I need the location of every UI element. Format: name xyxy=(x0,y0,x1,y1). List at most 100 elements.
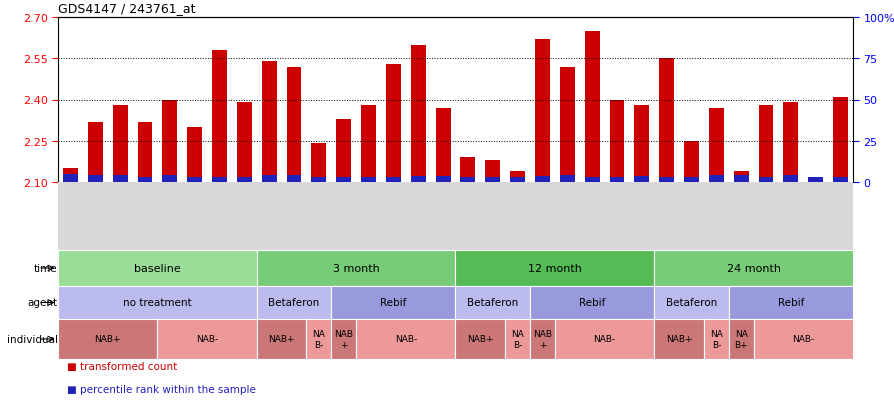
Bar xyxy=(659,59,673,183)
Text: NAB-: NAB- xyxy=(394,335,417,344)
Bar xyxy=(257,319,306,359)
Bar xyxy=(832,177,848,183)
Bar xyxy=(385,177,401,183)
Bar xyxy=(410,45,426,183)
Bar xyxy=(212,51,227,183)
Bar xyxy=(261,62,276,183)
Text: NAB-: NAB- xyxy=(791,335,814,344)
Bar xyxy=(510,177,525,183)
Bar xyxy=(584,32,599,183)
Bar xyxy=(654,319,704,359)
Bar xyxy=(460,158,475,183)
Bar xyxy=(683,141,698,183)
Text: NAB+: NAB+ xyxy=(268,335,294,344)
Bar xyxy=(485,177,500,183)
Bar xyxy=(634,176,648,183)
Bar xyxy=(554,319,654,359)
Text: ■ transformed count: ■ transformed count xyxy=(67,361,177,371)
Bar xyxy=(360,106,375,183)
Bar xyxy=(360,177,375,183)
Bar xyxy=(504,319,529,359)
Bar xyxy=(212,177,227,183)
Bar xyxy=(88,122,103,183)
Bar xyxy=(435,109,450,183)
Bar xyxy=(529,286,654,319)
Bar xyxy=(410,176,426,183)
Bar xyxy=(460,177,475,183)
Bar xyxy=(728,319,753,359)
Bar xyxy=(753,319,852,359)
Bar xyxy=(560,176,574,183)
Bar xyxy=(331,286,455,319)
Text: individual: individual xyxy=(6,334,57,344)
Bar xyxy=(455,319,504,359)
Text: time: time xyxy=(34,263,57,273)
Text: 24 month: 24 month xyxy=(726,263,780,273)
Bar xyxy=(138,177,152,183)
Bar xyxy=(113,176,128,183)
Bar xyxy=(237,103,251,183)
Bar xyxy=(683,177,698,183)
Bar xyxy=(510,171,525,183)
Text: NAB-: NAB- xyxy=(593,335,615,344)
Bar xyxy=(634,106,648,183)
Bar xyxy=(807,177,822,183)
Bar xyxy=(659,177,673,183)
Bar xyxy=(88,176,103,183)
Text: Betaferon: Betaferon xyxy=(467,298,518,308)
Bar xyxy=(306,319,331,359)
Bar xyxy=(237,177,251,183)
Bar xyxy=(529,319,554,359)
Bar xyxy=(356,319,455,359)
Text: NA
B-: NA B- xyxy=(312,330,325,349)
Text: 3 month: 3 month xyxy=(333,263,379,273)
Bar xyxy=(63,174,78,183)
Bar xyxy=(58,250,257,286)
Bar xyxy=(758,177,772,183)
Text: ■ percentile rank within the sample: ■ percentile rank within the sample xyxy=(67,384,256,394)
Bar xyxy=(336,177,350,183)
Bar xyxy=(58,286,257,319)
Text: NAB+: NAB+ xyxy=(665,335,692,344)
Text: NAB+: NAB+ xyxy=(467,335,493,344)
Text: NAB
+: NAB + xyxy=(333,330,353,349)
Bar xyxy=(758,106,772,183)
Text: NAB-: NAB- xyxy=(196,335,218,344)
Bar xyxy=(733,176,747,183)
Text: NA
B+: NA B+ xyxy=(734,330,747,349)
Bar xyxy=(311,144,326,183)
Text: Rebif: Rebif xyxy=(578,298,604,308)
Bar xyxy=(63,169,78,183)
Text: no treatment: no treatment xyxy=(122,298,191,308)
Bar xyxy=(113,106,128,183)
Bar xyxy=(485,161,500,183)
Bar xyxy=(162,100,177,183)
Text: NA
B-: NA B- xyxy=(709,330,722,349)
Bar xyxy=(704,319,728,359)
Bar xyxy=(455,250,654,286)
Bar xyxy=(187,128,202,183)
Bar xyxy=(560,67,574,183)
Bar xyxy=(187,177,202,183)
Bar xyxy=(609,100,624,183)
Bar xyxy=(708,176,723,183)
Bar xyxy=(728,286,852,319)
Bar xyxy=(435,176,450,183)
Text: NAB+: NAB+ xyxy=(95,335,121,344)
Bar xyxy=(609,177,624,183)
Text: Rebif: Rebif xyxy=(380,298,406,308)
Text: Betaferon: Betaferon xyxy=(268,298,319,308)
Bar xyxy=(584,177,599,183)
Bar xyxy=(708,109,723,183)
Bar xyxy=(331,319,356,359)
Bar xyxy=(261,176,276,183)
Text: GDS4147 / 243761_at: GDS4147 / 243761_at xyxy=(58,2,195,15)
Bar xyxy=(385,64,401,183)
Bar xyxy=(455,286,529,319)
Bar xyxy=(257,286,331,319)
Bar xyxy=(654,250,852,286)
Bar xyxy=(807,177,822,183)
Bar xyxy=(832,97,848,183)
Bar xyxy=(782,103,797,183)
Bar xyxy=(782,176,797,183)
